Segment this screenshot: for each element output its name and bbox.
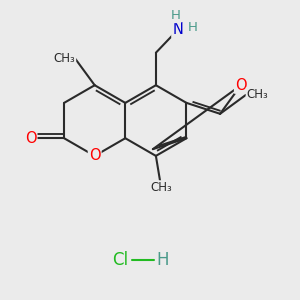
Text: O: O <box>235 78 247 93</box>
Text: CH₃: CH₃ <box>150 181 172 194</box>
Text: O: O <box>89 148 100 164</box>
Text: O: O <box>25 131 36 146</box>
Text: H: H <box>188 21 198 34</box>
Text: H: H <box>156 251 169 269</box>
Text: H: H <box>170 9 180 22</box>
Text: CH₃: CH₃ <box>247 88 268 101</box>
Text: CH₃: CH₃ <box>53 52 75 65</box>
Text: N: N <box>172 22 183 37</box>
Text: Cl: Cl <box>112 251 129 269</box>
